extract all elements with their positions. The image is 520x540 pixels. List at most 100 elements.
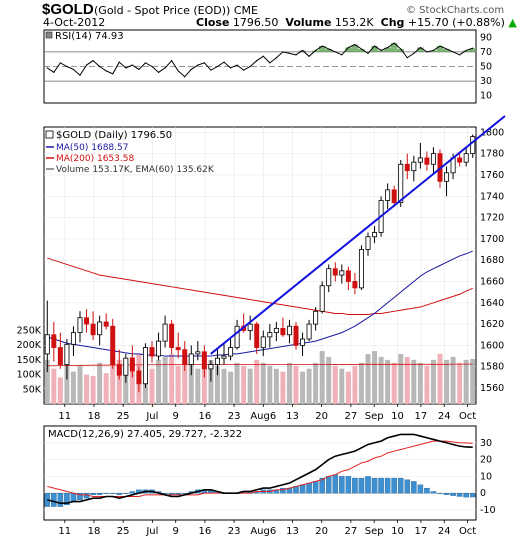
macd-histogram-bar	[430, 491, 437, 494]
volume-tick-label: 150K	[17, 355, 42, 366]
rsi-point	[53, 71, 55, 73]
candle-body	[44, 334, 50, 355]
candle-body	[358, 249, 364, 289]
volume-bar	[103, 373, 109, 404]
volume-bar	[450, 356, 456, 404]
volume-bar	[365, 354, 371, 404]
price-x-tick-label: 16	[199, 411, 212, 422]
price-candle	[293, 321, 299, 350]
volume-bar	[162, 356, 168, 404]
price-candle	[228, 339, 234, 361]
candle-body	[286, 325, 292, 336]
volume-bar	[358, 362, 364, 404]
ma50-line	[47, 250, 473, 357]
volume-bar	[372, 351, 378, 404]
rsi-point	[400, 48, 402, 50]
volume-bar	[97, 362, 103, 404]
candle-body	[142, 347, 148, 385]
price-x-tick-label: 18	[88, 411, 101, 422]
price-candle	[365, 232, 371, 256]
rsi-point	[144, 62, 147, 64]
price-candle	[214, 349, 220, 376]
rsi-point	[138, 68, 140, 71]
candle-body	[417, 157, 423, 163]
candle-body	[156, 340, 162, 357]
price-x-tick-label: Sep	[365, 411, 384, 422]
price-legend-entry: MA(200) 1653.58	[56, 154, 134, 164]
rsi-point	[85, 64, 88, 66]
rsi-point	[190, 68, 192, 71]
volume-bar	[378, 356, 384, 404]
candle-body	[64, 343, 70, 365]
rsi-point	[387, 46, 389, 49]
price-x-tick-label: 10	[391, 411, 404, 422]
volume-bar	[123, 365, 129, 404]
macd-histogram-bar	[129, 491, 136, 494]
macd-histogram-bar	[437, 492, 443, 494]
volume-bar	[51, 368, 57, 404]
macd-x-tick-label: 11	[58, 526, 71, 537]
rsi-title: RSI(14) 74.93	[55, 31, 124, 42]
close-label: Close	[196, 16, 230, 29]
macd-tick-label: -10	[480, 505, 496, 516]
rsi-point	[223, 61, 225, 63]
candle-body	[385, 189, 391, 201]
candle-body	[444, 172, 450, 182]
candle-body	[424, 157, 430, 165]
price-tick-label: 1580	[480, 362, 504, 373]
rsi-point	[46, 67, 48, 69]
close-value: 1796.50	[232, 16, 279, 29]
price-candle	[280, 317, 286, 337]
price-candle	[90, 311, 96, 341]
price-candle	[149, 341, 155, 363]
rsi-point	[229, 67, 232, 69]
price-candle	[267, 324, 273, 348]
chart-date: 4-Oct-2012	[43, 16, 106, 29]
volume-bar	[64, 356, 70, 404]
price-candle	[169, 319, 175, 354]
price-candle	[234, 319, 240, 350]
macd-x-tick-label: Sep	[365, 526, 384, 537]
price-candle	[136, 366, 142, 393]
macd-histogram-bar	[424, 487, 430, 494]
volume-bar	[300, 371, 306, 404]
macd-x-tick-label: 13	[286, 526, 299, 537]
macd-histogram-bar	[411, 481, 417, 494]
volume-bar	[254, 359, 260, 404]
price-candle	[221, 343, 227, 365]
candle-body	[319, 285, 325, 312]
price-candle	[404, 153, 410, 180]
price-tick-label: 1660	[480, 276, 504, 287]
price-x-tick-label: 13	[286, 411, 299, 422]
candle-body	[77, 317, 83, 334]
rsi-point	[354, 44, 356, 46]
macd-tick-label: 0	[480, 488, 486, 499]
price-candle	[345, 266, 351, 291]
volume-bar	[175, 365, 181, 404]
macd-signal-line	[47, 440, 473, 497]
rsi-point	[288, 52, 291, 54]
volume-bar	[201, 356, 207, 404]
candle-body	[391, 189, 397, 204]
price-tick-label: 1800	[480, 127, 504, 138]
macd-line	[47, 433, 473, 505]
price-x-tick-label: 9	[173, 411, 179, 422]
rsi-point	[393, 42, 395, 44]
volume-bar	[116, 359, 122, 404]
volume-bar	[463, 359, 469, 404]
price-candle	[129, 345, 135, 378]
rsi-point	[157, 71, 160, 73]
volume-bar	[182, 359, 188, 404]
volume-bar	[457, 362, 463, 404]
volume-bar	[234, 362, 240, 404]
volume-bar	[77, 365, 83, 404]
price-tick-label: 1780	[480, 149, 504, 160]
price-candle	[286, 319, 292, 344]
macd-histogram-bar	[280, 487, 286, 494]
price-candle	[352, 272, 358, 295]
chart-instrument-name: (Gold - Spot Price (EOD)) CME	[94, 4, 258, 17]
macd-histogram-bar	[109, 492, 116, 494]
macd-x-tick-label: 16	[199, 526, 212, 537]
macd-x-tick-label: 27	[344, 526, 357, 537]
candle-body	[339, 270, 345, 276]
